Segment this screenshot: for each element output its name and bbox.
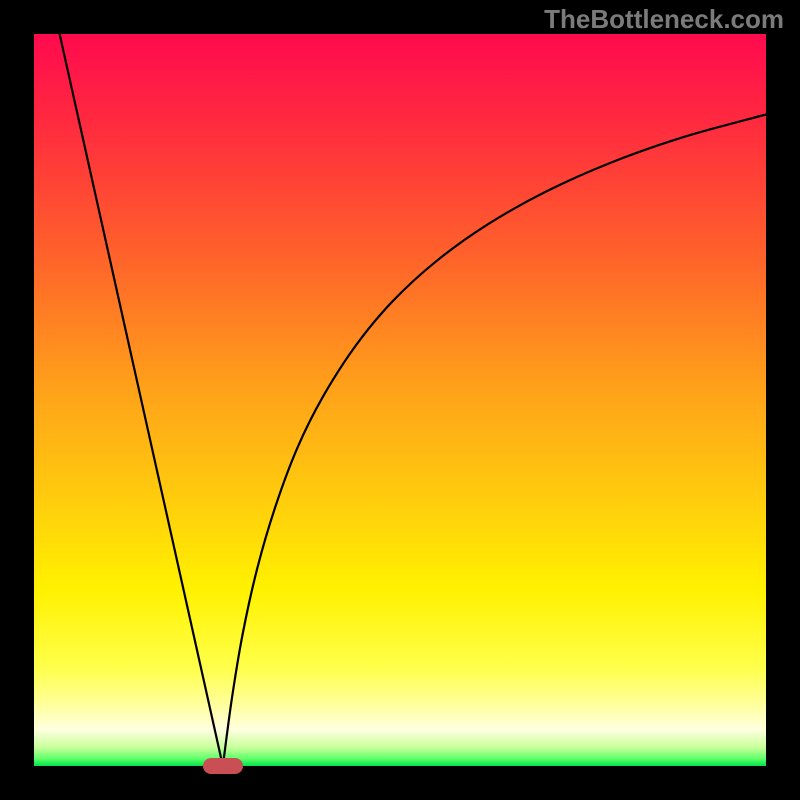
optimum-marker <box>203 758 243 773</box>
watermark-text: TheBottleneck.com <box>544 4 784 35</box>
plot-area <box>34 34 766 766</box>
bottleneck-curve <box>60 34 766 766</box>
curve-svg <box>34 34 766 766</box>
